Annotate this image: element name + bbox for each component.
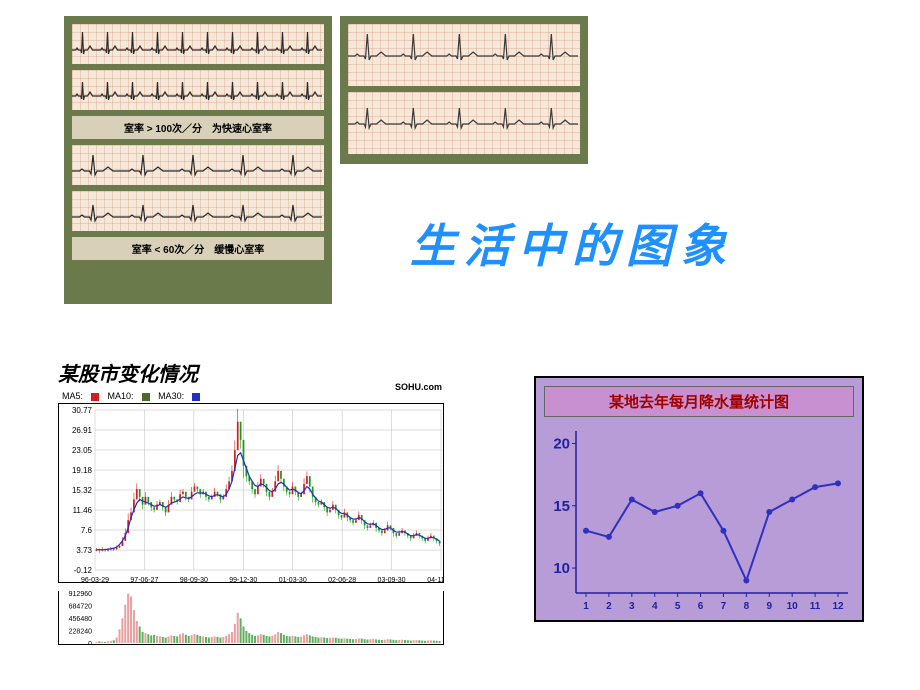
svg-text:5: 5 [675,601,681,612]
svg-text:03-09-30: 03-09-30 [378,577,406,582]
stock-source-logo: SOHU.com [395,382,442,392]
svg-text:99-12-30: 99-12-30 [229,577,257,582]
ecg-wave-slow-2 [72,191,324,231]
svg-text:10: 10 [553,560,570,577]
svg-text:98-09-30: 98-09-30 [180,577,208,582]
rainfall-chart: 101520123456789101112 [544,423,854,615]
ecg-panel-right [340,16,588,164]
svg-text:6: 6 [698,601,704,612]
ecg-wave-right-2 [348,92,580,154]
ma10-swatch [142,393,150,401]
ma30-label: MA30: [158,391,184,401]
ecg-panel-left: 室率 > 100次／分 为快速心室率 室率 < 60次／分 缓慢心室率 [64,16,332,304]
rainfall-title: 某地去年每月降水量统计图 [544,386,854,417]
svg-text:19.18: 19.18 [72,466,93,475]
svg-text:26.91: 26.91 [72,426,93,435]
ecg-wave-fast-1 [72,24,324,64]
ecg-strip-right-1 [348,24,580,86]
svg-text:20: 20 [553,435,570,452]
ecg-caption-slow: 室率 < 60次／分 缓慢心室率 [72,237,324,260]
stock-legend: MA5: MA10: MA30: [58,389,448,403]
svg-text:7: 7 [721,601,727,612]
svg-text:3: 3 [629,601,635,612]
rainfall-panel: 某地去年每月降水量统计图 101520123456789101112 [534,376,864,622]
svg-text:15.32: 15.32 [72,486,93,495]
ecg-slow-group [72,145,324,231]
svg-text:12: 12 [832,601,844,612]
svg-text:0: 0 [88,641,92,644]
svg-text:456480: 456480 [69,616,92,623]
svg-text:1: 1 [583,601,589,612]
ma5-swatch [91,393,99,401]
svg-text:04-11-19: 04-11-19 [427,577,443,582]
svg-text:96-03-29: 96-03-29 [81,577,109,582]
svg-text:02-06-28: 02-06-28 [328,577,356,582]
ecg-wave-right-1 [348,24,580,86]
ecg-strip-right-2 [348,92,580,154]
ecg-strip-fast-1 [72,24,324,64]
stock-price-chart: -0.12 3.73 7.6 11.46 15.32 19.18 23.05 26.91 30.… [58,403,444,583]
svg-text:10: 10 [787,601,799,612]
ecg-strip-slow-2 [72,191,324,231]
ecg-caption-fast: 室率 > 100次／分 为快速心室率 [72,116,324,139]
ma5-label: MA5: [62,391,83,401]
ecg-wave-slow-1 [72,145,324,185]
svg-text:912960: 912960 [69,591,92,598]
svg-text:9: 9 [766,601,772,612]
ecg-fast-group [72,24,324,110]
svg-text:11.46: 11.46 [73,506,93,515]
svg-text:4: 4 [652,601,658,612]
svg-text:01-03-30: 01-03-30 [279,577,307,582]
page-title: 生活中的图象 [410,210,734,276]
ecg-strip-fast-2 [72,70,324,110]
svg-text:228240: 228240 [69,629,92,636]
stock-title: 某股市变化情况 [58,358,448,387]
svg-text:15: 15 [553,498,570,515]
svg-text:30.77: 30.77 [72,406,93,415]
svg-text:3.73: 3.73 [76,546,92,555]
stock-volume-chart: 0 228240 456480 684720 912960 [58,591,444,645]
stock-panel: 某股市变化情况 MA5: MA10: MA30: SOHU.com -0.12 3… [58,358,448,645]
svg-text:23.05: 23.05 [72,446,93,455]
ecg-wave-fast-2 [72,70,324,110]
svg-text:684720: 684720 [69,604,92,611]
svg-text:11: 11 [810,601,821,612]
svg-text:8: 8 [744,601,750,612]
svg-text:-0.12: -0.12 [74,566,93,575]
ma30-swatch [192,393,200,401]
svg-text:97-06-27: 97-06-27 [130,577,158,582]
svg-text:2: 2 [606,601,612,612]
ma10-label: MA10: [108,391,134,401]
svg-text:7.6: 7.6 [81,526,93,535]
ecg-strip-slow-1 [72,145,324,185]
